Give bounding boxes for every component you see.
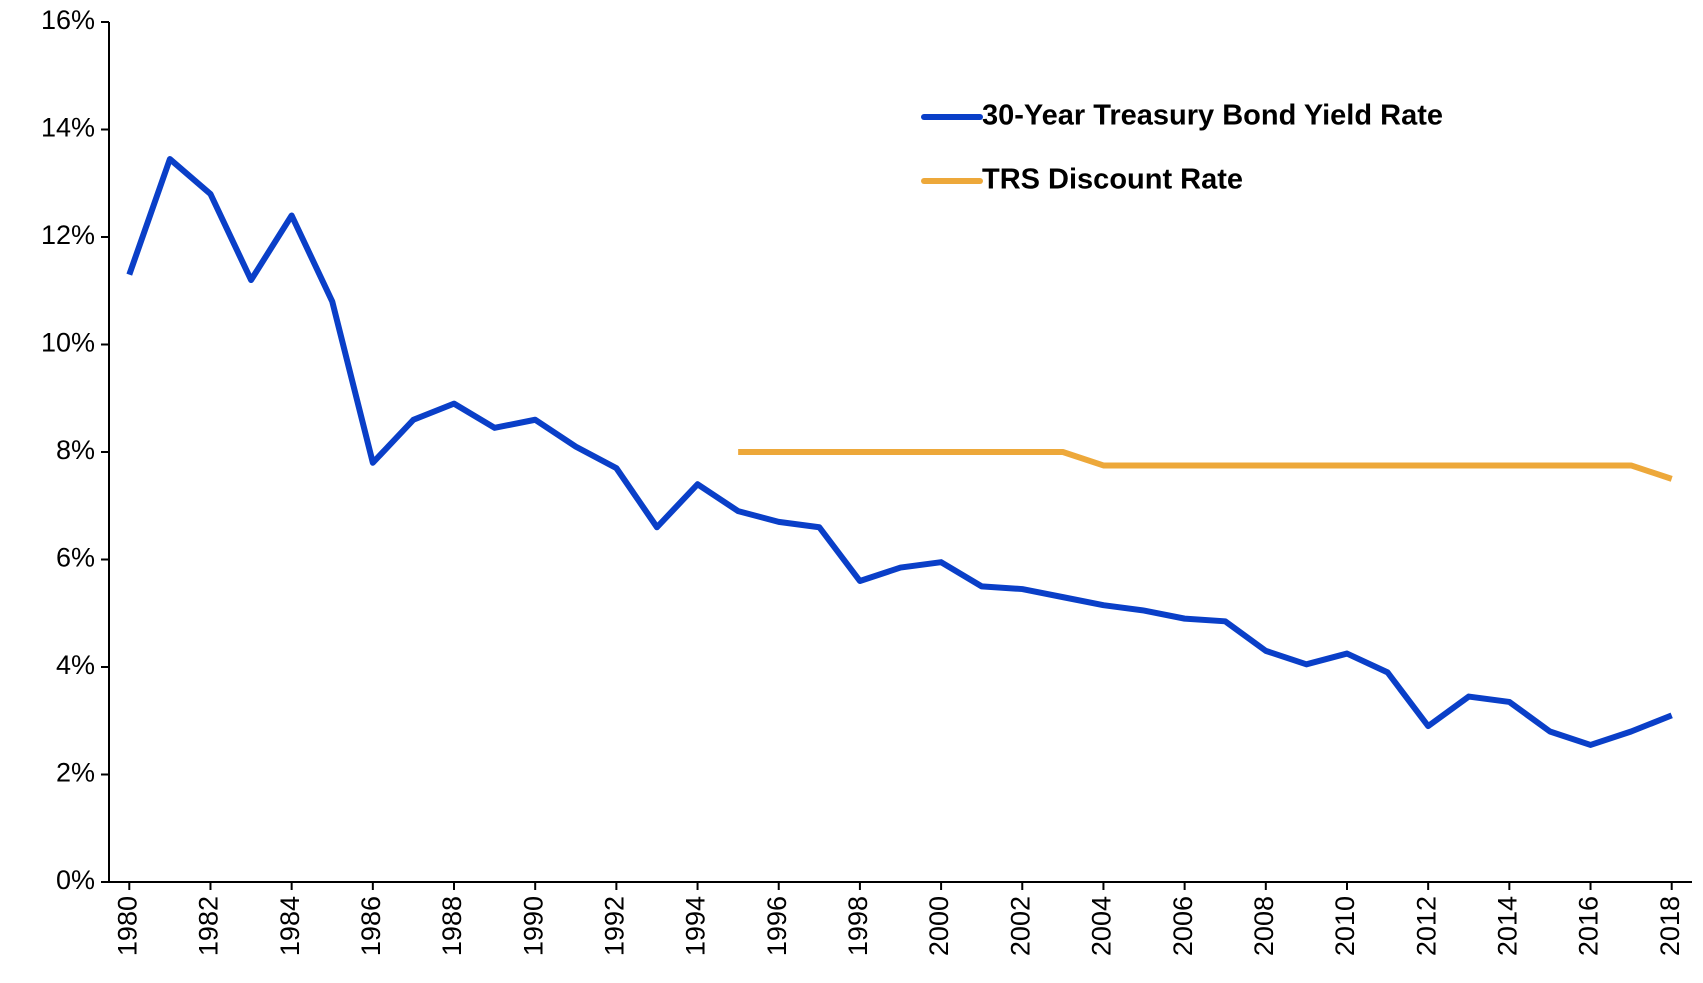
x-tick-label: 1984: [275, 896, 305, 956]
x-tick-label: 1990: [518, 896, 548, 956]
y-tick-label: 2%: [56, 758, 95, 788]
x-tick-label: 2004: [1087, 896, 1117, 956]
y-tick-label: 6%: [56, 543, 95, 573]
x-tick-label: 2006: [1168, 896, 1198, 956]
y-tick-label: 12%: [41, 220, 95, 250]
x-tick-label: 2008: [1249, 896, 1279, 956]
y-tick-label: 14%: [41, 113, 95, 143]
x-tick-label: 2000: [924, 896, 954, 956]
x-tick-label: 2018: [1655, 896, 1685, 956]
x-tick-label: 2010: [1330, 896, 1360, 956]
y-tick-label: 10%: [41, 328, 95, 358]
x-tick-label: 1996: [762, 896, 792, 956]
x-tick-label: 1988: [437, 896, 467, 956]
line-series: [126, 156, 1673, 748]
y-tick-label: 0%: [56, 865, 95, 895]
x-tick-label: 1980: [112, 896, 142, 956]
x-tick-label: 2014: [1492, 896, 1522, 956]
y-tick-label: 4%: [56, 650, 95, 680]
x-tick-label: 1982: [194, 896, 224, 956]
legend-label: 30-Year Treasury Bond Yield Rate: [982, 100, 1443, 132]
x-tick-label: 2016: [1574, 896, 1604, 956]
x-tick-label: 2002: [1005, 896, 1035, 956]
x-tick-label: 1992: [599, 896, 629, 956]
line-series: [738, 449, 1673, 482]
x-tick-label: 1986: [356, 896, 386, 956]
y-tick-label: 8%: [56, 435, 95, 465]
x-tick-label: 1998: [843, 896, 873, 956]
x-tick-label: 2012: [1411, 896, 1441, 956]
legend-label: TRS Discount Rate: [982, 164, 1243, 196]
y-tick-label: 16%: [41, 5, 95, 35]
x-tick-label: 1994: [681, 896, 711, 956]
